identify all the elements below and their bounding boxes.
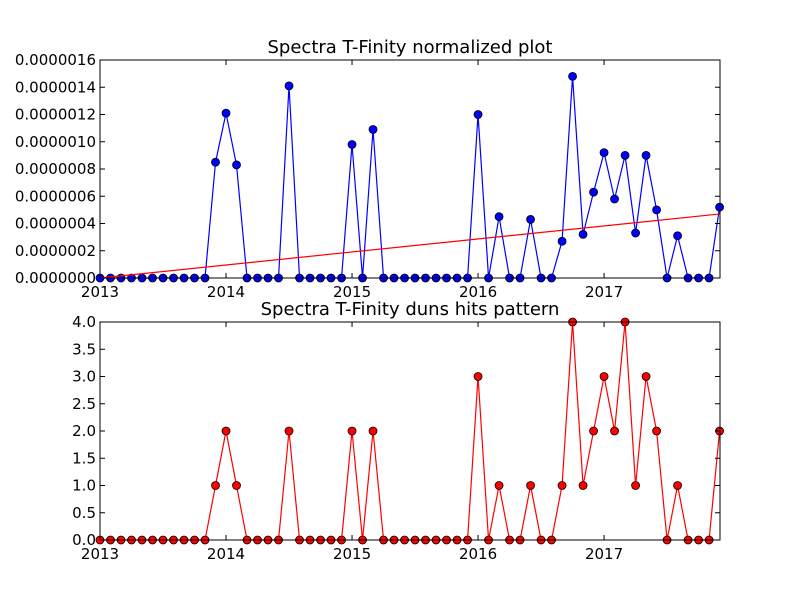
bottom-plot-y-tick-label: 3.0 (72, 368, 96, 386)
bottom-plot-y-tick-label: 2.5 (72, 395, 96, 413)
bottom-plot-data-point (526, 481, 535, 490)
bottom-plot-y-tick-label: 0.0 (72, 531, 96, 549)
top-plot-data-point (631, 228, 640, 238)
bottom-plot-data-point (211, 481, 220, 490)
bottom-plot-y-tick-label: 1.5 (72, 449, 96, 467)
top-plot-data-point (641, 150, 651, 160)
bottom-plot-y-tick-label: 4.0 (72, 313, 96, 331)
bottom-plot-x-tick-label: 2013 (81, 545, 119, 563)
top-plot-data-point (284, 81, 294, 91)
top-plot-data-point (347, 140, 357, 149)
top-plot-data-point (221, 108, 231, 118)
bottom-plot-data-point (232, 481, 241, 490)
bottom-plot-y-tick-label: 0.5 (72, 504, 96, 522)
top-plot-title: Spectra T-Finity normalized plot (268, 37, 553, 58)
top-plot: Spectra T-Finity normalized plot 0.00000… (15, 37, 724, 301)
bottom-plot-data-point (473, 372, 483, 381)
top-plot-frame (99, 59, 721, 279)
top-plot-data-point (368, 125, 378, 134)
bottom-plot-data-point (494, 481, 504, 490)
top-plot-data-point (589, 187, 598, 197)
top-plot-data-point (673, 231, 682, 241)
bottom-plot-x-tick-label: 2014 (207, 545, 245, 563)
top-plot-x-tick-label: 2016 (459, 283, 497, 301)
bottom-plot-y-tick-label: 1.0 (72, 477, 96, 495)
top-plot-y-tick-label: 0.0000002 (15, 242, 96, 260)
top-plot-data-point (232, 160, 241, 170)
bottom-plot-data-point (347, 426, 357, 436)
top-plot-data-point (494, 212, 504, 222)
bottom-plot-x-tick-label: 2017 (585, 545, 623, 563)
top-plot-x-tick-label: 2014 (207, 283, 245, 301)
bottom-plot-data-point (599, 372, 609, 381)
top-plot-data-point (473, 110, 483, 119)
bottom-plot-data-point (221, 426, 231, 436)
top-plot-data-point (652, 205, 661, 215)
bottom-plot-data-point (284, 426, 294, 436)
bottom-plot-data-point (557, 481, 567, 490)
bottom-plot-data-point (610, 426, 619, 436)
top-plot-y-tick-label: 0.0000008 (15, 160, 96, 178)
bottom-plot-x-tick-label: 2015 (333, 545, 371, 563)
top-plot-data-point (526, 215, 535, 224)
top-plot-data-point (557, 236, 567, 246)
bottom-plot-data-point (578, 481, 588, 490)
bottom-plot-title: Spectra T-Finity duns hits pattern (261, 299, 560, 320)
top-plot-data-point (620, 150, 630, 160)
bottom-plot-data-point (652, 426, 661, 436)
top-plot-data-point (599, 148, 609, 158)
bottom-plot-data-point (368, 426, 378, 436)
bottom-plot-data-point (631, 481, 640, 490)
bottom-plot: Spectra T-Finity duns hits pattern 0.0 0.… (72, 299, 724, 563)
top-plot-y-tick-label: 0.0000000 (15, 269, 96, 287)
top-plot-y-tick-label: 0.0000014 (15, 78, 96, 96)
top-plot-y-tick-label: 0.0000010 (15, 133, 96, 151)
top-plot-data-point (211, 157, 220, 167)
top-plot-y-tick-label: 0.0000006 (15, 187, 96, 205)
top-plot-y-tick-label: 0.0000016 (15, 51, 96, 69)
top-plot-data-point (568, 71, 577, 81)
bottom-plot-data-point (641, 372, 651, 381)
bottom-plot-x-tick-label: 2016 (459, 545, 497, 563)
top-plot-series-1-line (99, 213, 721, 279)
top-plot-x-tick-label: 2013 (81, 283, 119, 301)
bottom-plot-y-tick-label: 3.5 (72, 340, 96, 358)
top-plot-data-point (610, 194, 619, 204)
top-plot-x-tick-label: 2017 (585, 283, 623, 301)
bottom-plot-frame (99, 321, 721, 541)
top-plot-y-tick-label: 0.0000004 (15, 215, 96, 233)
bottom-plot-data-point (673, 481, 682, 490)
top-plot-x-tick-label: 2015 (333, 283, 371, 301)
bottom-plot-data-point (589, 426, 598, 436)
top-plot-y-tick-label: 0.0000012 (15, 106, 96, 124)
top-plot-data-point (578, 229, 588, 239)
bottom-plot-y-tick-label: 2.0 (72, 422, 96, 440)
